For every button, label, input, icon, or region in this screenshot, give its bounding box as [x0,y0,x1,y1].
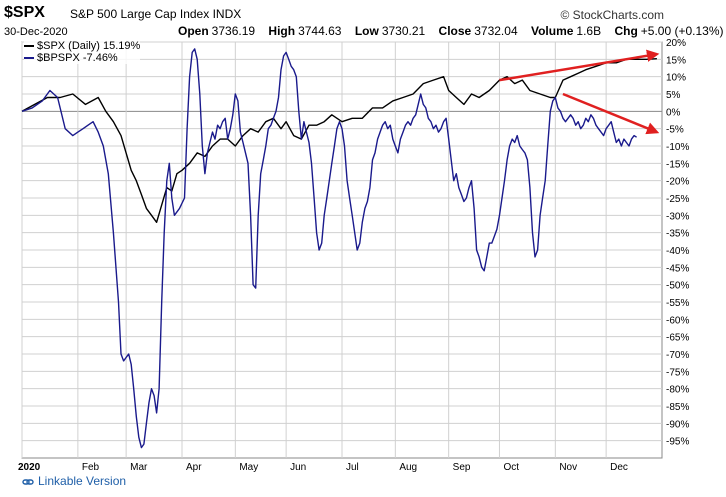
x-tick-label: Dec [610,462,628,473]
x-tick-label: Nov [559,462,577,473]
legend-swatch-bpspx [24,57,34,60]
y-tick-label: -55% [666,298,689,309]
spx-line [21,58,657,223]
chart-date: 30-Dec-2020 [4,26,68,38]
link-icon [22,479,34,485]
y-tick-label: 15% [666,55,686,66]
close-label: Close [438,24,472,38]
y-tick-label: -90% [666,419,689,430]
y-tick-label: 0% [666,107,681,118]
series-lines [21,48,657,449]
index-name: S&P 500 Large Cap Index INDX [70,7,241,21]
legend-swatch-spx [24,45,34,48]
chg-label: Chg [614,24,638,38]
y-tick-label: -20% [666,177,689,188]
grid-lines [21,41,663,459]
y-tick-label: 10% [666,73,686,84]
y-tick-label: -85% [666,402,689,413]
low-value: 3730.21 [381,24,426,38]
legend-item-bpspx: $BPSPX -7.46% [24,52,140,64]
x-tick-label: Feb [82,462,100,473]
linkable-version-label: Linkable Version [38,474,127,488]
legend-label-bpspx: $BPSPX -7.46% [37,52,118,64]
close-value: 3732.04 [474,24,518,38]
y-tick-label: -15% [666,159,689,170]
y-tick-label: -65% [666,333,689,344]
chart-header: $SPX S&P 500 Large Cap Index INDX © Stoc… [0,0,726,40]
trend-arrow-2 [562,92,660,135]
linkable-version-link[interactable]: Linkable Version [22,474,126,488]
symbol: $SPX [4,4,45,21]
x-tick-label: 2020 [18,462,41,473]
x-tick-label: Oct [503,462,519,473]
open-value: 3736.19 [211,24,256,38]
legend-label-spx: $SPX (Daily) 15.19% [37,40,141,52]
chart-legend: $SPX (Daily) 15.19% $BPSPX -7.46% [24,40,141,64]
y-tick-label: 5% [666,90,681,101]
volume-value: 1.6B [576,24,602,38]
y-tick-label: -5% [666,125,684,136]
x-tick-label: Jul [346,462,359,473]
chg-value: +5.00 (+0.13%) [640,24,724,38]
x-tick-label: May [239,462,258,473]
x-tick-label: Jun [290,462,306,473]
y-tick-label: -45% [666,263,689,274]
y-tick-label: -95% [666,437,689,448]
y-tick-label: -10% [666,142,689,153]
y-tick-label: -30% [666,211,689,222]
y-tick-label: 20% [666,38,686,49]
legend-item-spx: $SPX (Daily) 15.19% [24,40,140,52]
y-tick-label: -50% [666,281,689,292]
y-tick-label: -75% [666,367,689,378]
y-tick-label: -25% [666,194,689,205]
brand-credit[interactable]: © StockCharts.com [560,8,664,22]
y-tick-label: -35% [666,229,689,240]
y-tick-label: -80% [666,385,689,396]
trend-arrows [499,49,660,135]
open-label: Open [178,24,209,38]
y-tick-label: -70% [666,350,689,361]
x-axis-labels: 2020 Feb Mar Apr May Jun Jul Aug Sep Oct Nov Dec [18,462,628,473]
y-axis-labels: 20% 15% 10% 5% 0% -5% -10% -15% -20% -25% -30% -35%… [666,38,689,448]
low-label: Low [354,24,379,38]
exchange: INDX [212,7,242,21]
y-tick-label: -40% [666,246,689,257]
y-tick-label: -60% [666,315,689,326]
x-tick-label: Apr [186,462,202,473]
x-tick-label: Mar [130,462,148,473]
trend-arrow-1 [499,49,660,82]
volume-label: Volume [530,24,574,38]
x-tick-label: Sep [453,462,471,473]
high-value: 3744.63 [298,24,342,38]
index-title: S&P 500 Large Cap Index [70,7,210,21]
ohlc-bar: Open 3736.19 High 3744.63 Low 3730.21 Close… [178,24,726,38]
x-tick-label: Aug [399,462,417,473]
high-label: High [268,24,296,38]
bpspx-line [21,48,637,449]
